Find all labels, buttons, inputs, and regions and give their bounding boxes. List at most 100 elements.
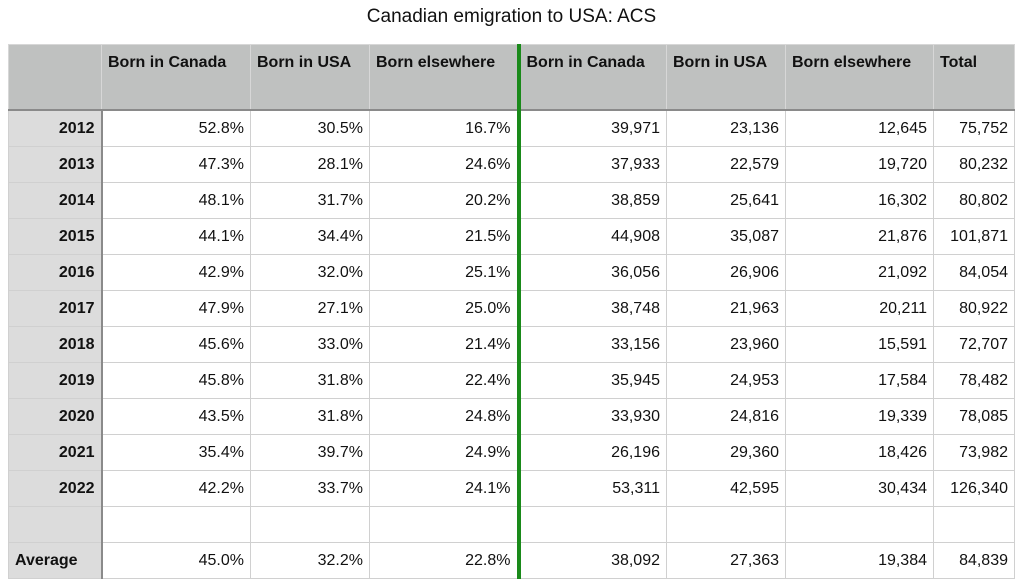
cell-count-born-elsewhere — [785, 506, 934, 543]
cell-pct-born-in-usa: 31.8% — [250, 398, 370, 435]
cell-pct-born-in-usa — [250, 506, 370, 543]
cell-count-born-in-canada — [518, 506, 667, 543]
cell-pct-born-in-usa: 39.7% — [250, 434, 370, 471]
table-row: 2021 35.4% 39.7% 24.9% 26,196 29,360 18,426 73,… — [8, 434, 1015, 471]
cell-pct-born-in-usa: 28.1% — [250, 146, 370, 183]
cell-count-born-in-canada: 53,311 — [518, 470, 667, 507]
cell-pct-born-elsewhere — [369, 506, 521, 543]
cell-pct-born-in-canada: 45.8% — [101, 362, 251, 399]
row-label: 2015 — [8, 218, 103, 255]
table-row: 2013 47.3% 28.1% 24.6% 37,933 22,579 19,720 80,… — [8, 146, 1015, 183]
column-header-pct-born-in-canada: Born in Canada — [101, 44, 251, 111]
cell-pct-born-elsewhere: 24.6% — [369, 146, 521, 183]
cell-count-born-in-usa: 23,960 — [666, 326, 786, 363]
cell-pct-born-in-canada: 43.5% — [101, 398, 251, 435]
cell-pct-born-in-usa: 31.8% — [250, 362, 370, 399]
column-header-pct-born-elsewhere: Born elsewhere — [369, 44, 521, 111]
emigration-table: Born in Canada Born in USA Born elsewhere B… — [8, 44, 1015, 579]
cell-count-born-in-usa — [666, 506, 786, 543]
cell-count-born-in-canada: 38,748 — [518, 290, 667, 327]
cell-total: 80,232 — [933, 146, 1015, 183]
cell-pct-born-elsewhere: 20.2% — [369, 182, 521, 219]
cell-count-born-in-usa: 25,641 — [666, 182, 786, 219]
cell-total: 78,482 — [933, 362, 1015, 399]
cell-total: 73,982 — [933, 434, 1015, 471]
column-header-total: Total — [933, 44, 1015, 111]
cell-count-born-in-canada: 35,945 — [518, 362, 667, 399]
cell-count-born-in-usa: 26,906 — [666, 254, 786, 291]
cell-count-born-elsewhere: 19,384 — [785, 542, 934, 579]
cell-count-born-in-canada: 33,930 — [518, 398, 667, 435]
header-row: Born in Canada Born in USA Born elsewhere B… — [8, 44, 1015, 111]
cell-pct-born-in-canada: 45.0% — [101, 542, 251, 579]
cell-total: 72,707 — [933, 326, 1015, 363]
cell-pct-born-in-usa: 34.4% — [250, 218, 370, 255]
table-row: 2016 42.9% 32.0% 25.1% 36,056 26,906 21,092 84,… — [8, 254, 1015, 291]
table-title: Canadian emigration to USA: ACS — [366, 6, 657, 27]
cell-pct-born-in-canada — [101, 506, 251, 543]
cell-pct-born-in-usa: 33.0% — [250, 326, 370, 363]
row-label: 2019 — [8, 362, 103, 399]
cell-pct-born-in-usa: 32.2% — [250, 542, 370, 579]
table-row: 2014 48.1% 31.7% 20.2% 38,859 25,641 16,302 80,… — [8, 182, 1015, 219]
column-header-corner — [8, 44, 102, 111]
cell-count-born-elsewhere: 19,720 — [785, 146, 934, 183]
column-header-pct-born-in-usa: Born in USA — [250, 44, 370, 111]
cell-total: 84,839 — [933, 542, 1015, 579]
cell-count-born-in-canada: 37,933 — [518, 146, 667, 183]
row-label: 2021 — [8, 434, 103, 471]
table-row: 2022 42.2% 33.7% 24.1% 53,311 42,595 30,434 126… — [8, 470, 1015, 507]
row-label: 2013 — [8, 146, 103, 183]
table-row: 2020 43.5% 31.8% 24.8% 33,930 24,816 19,339 78,… — [8, 398, 1015, 435]
row-label: 2018 — [8, 326, 103, 363]
row-label — [8, 506, 103, 543]
cell-pct-born-elsewhere: 24.9% — [369, 434, 521, 471]
cell-pct-born-elsewhere: 25.0% — [369, 290, 521, 327]
cell-count-born-in-canada: 38,859 — [518, 182, 667, 219]
table-row — [8, 506, 1015, 543]
cell-count-born-in-usa: 42,595 — [666, 470, 786, 507]
cell-pct-born-in-canada: 48.1% — [101, 182, 251, 219]
cell-pct-born-in-usa: 30.5% — [250, 109, 370, 147]
cell-count-born-in-usa: 24,953 — [666, 362, 786, 399]
cell-count-born-elsewhere: 12,645 — [785, 109, 934, 147]
cell-pct-born-in-canada: 47.3% — [101, 146, 251, 183]
cell-pct-born-in-usa: 27.1% — [250, 290, 370, 327]
cell-count-born-in-canada: 39,971 — [518, 109, 667, 147]
cell-pct-born-in-canada: 35.4% — [101, 434, 251, 471]
cell-pct-born-in-canada: 45.6% — [101, 326, 251, 363]
cell-total: 80,802 — [933, 182, 1015, 219]
cell-total — [933, 506, 1015, 543]
cell-pct-born-in-canada: 52.8% — [101, 109, 251, 147]
cell-pct-born-in-canada: 42.2% — [101, 470, 251, 507]
cell-pct-born-elsewhere: 22.8% — [369, 542, 521, 579]
cell-count-born-elsewhere: 15,591 — [785, 326, 934, 363]
column-header-count-born-in-canada: Born in Canada — [518, 44, 667, 111]
cell-total: 78,085 — [933, 398, 1015, 435]
cell-count-born-in-usa: 24,816 — [666, 398, 786, 435]
cell-count-born-in-canada: 33,156 — [518, 326, 667, 363]
cell-pct-born-in-canada: 47.9% — [101, 290, 251, 327]
table-row: 2019 45.8% 31.8% 22.4% 35,945 24,953 17,584 78,… — [8, 362, 1015, 399]
column-header-count-born-in-usa: Born in USA — [666, 44, 786, 111]
cell-total: 126,340 — [933, 470, 1015, 507]
row-label: 2022 — [8, 470, 103, 507]
table-row: 2012 52.8% 30.5% 16.7% 39,971 23,136 12,645 75,… — [8, 109, 1015, 147]
cell-count-born-in-canada: 38,092 — [518, 542, 667, 579]
row-label: 2016 — [8, 254, 103, 291]
cell-pct-born-elsewhere: 16.7% — [369, 109, 521, 147]
row-label: 2020 — [8, 398, 103, 435]
table-row: 2017 47.9% 27.1% 25.0% 38,748 21,963 20,211 80,… — [8, 290, 1015, 327]
table-row: 2015 44.1% 34.4% 21.5% 44,908 35,087 21,876 101… — [8, 218, 1015, 255]
cell-total: 80,922 — [933, 290, 1015, 327]
cell-count-born-in-canada: 36,056 — [518, 254, 667, 291]
cell-count-born-in-usa: 23,136 — [666, 109, 786, 147]
cell-total: 84,054 — [933, 254, 1015, 291]
cell-count-born-in-canada: 26,196 — [518, 434, 667, 471]
cell-pct-born-elsewhere: 22.4% — [369, 362, 521, 399]
cell-pct-born-elsewhere: 21.5% — [369, 218, 521, 255]
cell-count-born-in-canada: 44,908 — [518, 218, 667, 255]
cell-pct-born-in-canada: 42.9% — [101, 254, 251, 291]
column-header-count-born-elsewhere: Born elsewhere — [785, 44, 934, 111]
row-label: 2012 — [8, 109, 103, 147]
